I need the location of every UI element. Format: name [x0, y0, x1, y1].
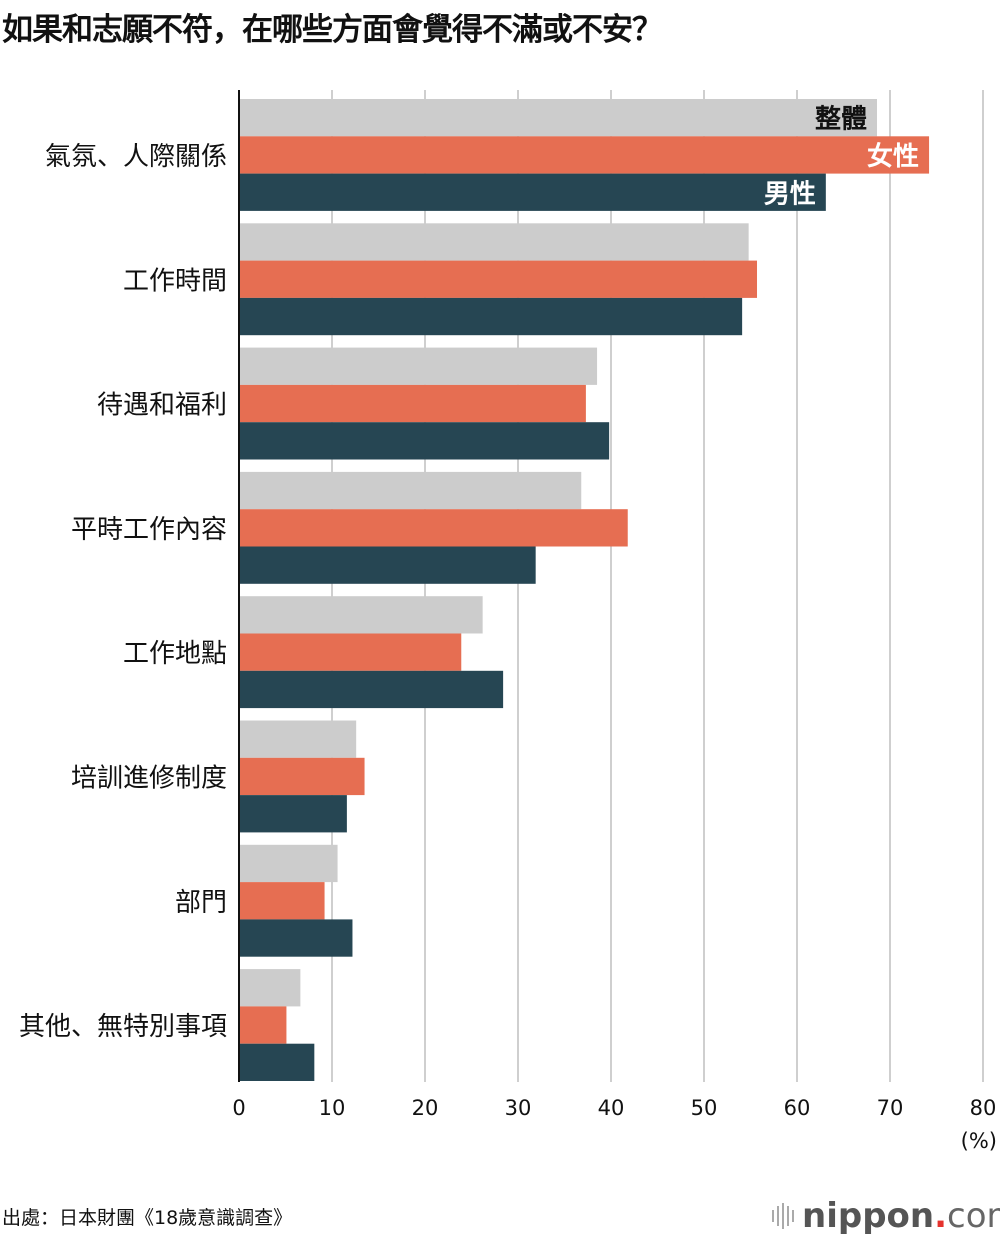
logo-dot: . [934, 1196, 948, 1236]
bar-男性-3 [239, 546, 536, 584]
bar-女性-1 [239, 260, 758, 298]
bar-男性-4 [239, 670, 504, 709]
legend-label: 男性 [764, 179, 816, 209]
bar-整體-3 [239, 471, 582, 510]
bar-男性-1 [239, 297, 743, 336]
category-label: 工作地點 [123, 639, 227, 669]
x-tick-label: 10 [319, 1096, 346, 1120]
bar-女性-6 [239, 882, 325, 920]
x-tick-label: 30 [505, 1096, 532, 1120]
bar-整體-7 [239, 969, 301, 1007]
bar-男性-5 [239, 795, 347, 833]
category-label: 部門 [175, 888, 227, 918]
bar-整體-1 [239, 223, 749, 261]
bar-整體-2 [239, 347, 598, 385]
category-label: 氣氛、人際關係 [45, 142, 227, 172]
x-tick-label: 0 [232, 1096, 245, 1120]
logo-mark-icon [772, 1203, 794, 1229]
category-label: 待遇和福利 [97, 391, 227, 421]
legend-label: 整體 [815, 104, 867, 135]
logo-name: nippon [802, 1196, 935, 1236]
source-note: 出處：日本財團《18歲意識調查》 [2, 1207, 293, 1229]
x-axis-label: (%) [961, 1129, 997, 1153]
category-label: 平時工作內容 [71, 515, 227, 545]
chart-title: 如果和志願不符，在哪些方面會覺得不滿或不安？ [2, 12, 663, 48]
bar-女性-0 [239, 136, 930, 174]
bar-男性-6 [239, 919, 353, 957]
bar-女性-2 [239, 384, 586, 423]
x-tick-label: 40 [598, 1096, 625, 1120]
bar-男性-0 [239, 173, 826, 211]
category-label: 培訓進修制度 [71, 763, 227, 793]
x-tick-label: 80 [970, 1096, 997, 1120]
bar-男性-2 [239, 422, 610, 460]
logo-suffix: com [947, 1196, 1000, 1236]
x-tick-label: 60 [784, 1096, 811, 1120]
bar-整體-4 [239, 596, 483, 634]
bar-男性-7 [239, 1043, 315, 1081]
category-label: 其他、無特別事項 [19, 1012, 227, 1042]
bar-女性-3 [239, 509, 628, 547]
category-label: 工作時間 [123, 266, 227, 296]
bar-整體-5 [239, 720, 357, 758]
bar-整體-0 [239, 99, 877, 137]
x-tick-label: 20 [412, 1096, 439, 1120]
legend-label: 女性 [867, 141, 919, 172]
bar-女性-7 [239, 1006, 287, 1044]
bar-女性-4 [239, 633, 462, 671]
nippon-logo: nippon.com [772, 1196, 1000, 1236]
x-tick-label: 70 [877, 1096, 904, 1120]
bar-女性-5 [239, 757, 365, 796]
bar-整體-6 [239, 844, 338, 883]
x-tick-label: 50 [691, 1096, 718, 1120]
